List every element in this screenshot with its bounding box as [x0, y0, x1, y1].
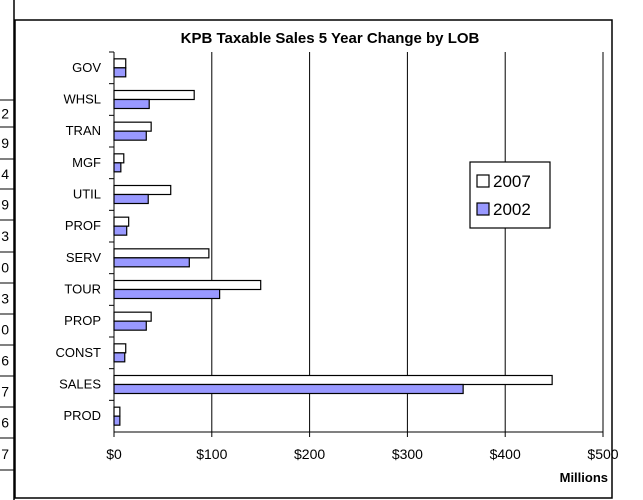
bar-2002-serv [113, 257, 190, 268]
y-category-label: UTIL [73, 187, 101, 202]
y-category-label: WHSL [63, 92, 101, 107]
bar-2002-tran [113, 130, 147, 141]
bar-2002-prop [113, 320, 147, 331]
legend-box [469, 161, 551, 229]
y-category-label: TRAN [66, 123, 101, 138]
x-tick-label: $0 [106, 446, 122, 462]
table-cell-digit: 7 [1, 446, 9, 462]
y-category-label: SALES [59, 377, 101, 392]
table-cell-digit: 3 [1, 228, 9, 244]
bar-2007-serv [113, 248, 210, 259]
bar-2007-prop [113, 311, 152, 322]
bar-2002-prod [113, 415, 121, 426]
bar-2007-const [113, 343, 127, 354]
bar-2002-gov [113, 67, 127, 78]
table-cell-digit: 9 [1, 197, 9, 213]
legend-swatch-2007 [476, 174, 490, 188]
plot-area: $0 $100 $200 $300 $400 $500 GOV WHSL TRAN MGF UTIL… [56, 51, 619, 462]
table-cell-digit: 3 [1, 291, 9, 307]
x-tick-label: $300 [392, 446, 423, 462]
table-cell-digit: 0 [1, 260, 9, 276]
chart-legend: 2007 2002 [469, 161, 551, 229]
bar-2007-mgf [113, 153, 125, 164]
bar-2007-util [113, 184, 172, 196]
y-category-label: PROP [64, 313, 101, 328]
bar-2007-prod [113, 406, 121, 417]
table-cell-digit: 6 [1, 353, 9, 369]
bar-2002-whsl [113, 98, 150, 110]
bar-2002-util [113, 193, 149, 205]
table-cell-digit: 7 [1, 384, 9, 400]
x-tick-label: $200 [294, 446, 325, 462]
y-category-label: PROD [63, 408, 101, 423]
x-tick-label: $400 [490, 446, 521, 462]
table-cell-digit: 2 [1, 106, 9, 122]
legend-label-2002: 2002 [493, 200, 531, 219]
bar-2002-sales [113, 383, 464, 395]
bar-2002-const [113, 352, 126, 363]
y-category-label: TOUR [64, 282, 101, 297]
bar-2007-gov [113, 58, 127, 69]
bar-2007-tran [113, 121, 152, 132]
table-cell-digit: 6 [1, 415, 9, 431]
bar-2007-prof [113, 216, 130, 227]
bar-2002-mgf [113, 162, 122, 173]
legend-label-2007: 2007 [493, 172, 531, 191]
bar-2002-prof [113, 225, 128, 236]
legend-swatch-2002 [476, 202, 490, 216]
chart-title: KPB Taxable Sales 5 Year Change by LOB [181, 30, 480, 47]
x-axis-unit-label: Millions [560, 470, 608, 485]
bar-2007-whsl [113, 89, 195, 101]
y-category-label: GOV [72, 60, 101, 75]
table-cell-digit: 0 [1, 322, 9, 338]
table-cell-digit: 9 [1, 135, 9, 151]
x-tick-label: $100 [196, 446, 227, 462]
bar-2007-tour [113, 279, 262, 291]
y-category-label: PROF [65, 218, 101, 233]
bar-2007-sales [113, 374, 553, 386]
bar-2002-tour [113, 288, 221, 300]
plot-background [114, 52, 603, 432]
y-category-label: SERV [66, 250, 101, 265]
y-category-label: MGF [72, 155, 101, 170]
y-category-label: CONST [56, 345, 102, 360]
table-cell-digit: 4 [1, 166, 9, 182]
x-tick-label: $500 [587, 446, 618, 462]
